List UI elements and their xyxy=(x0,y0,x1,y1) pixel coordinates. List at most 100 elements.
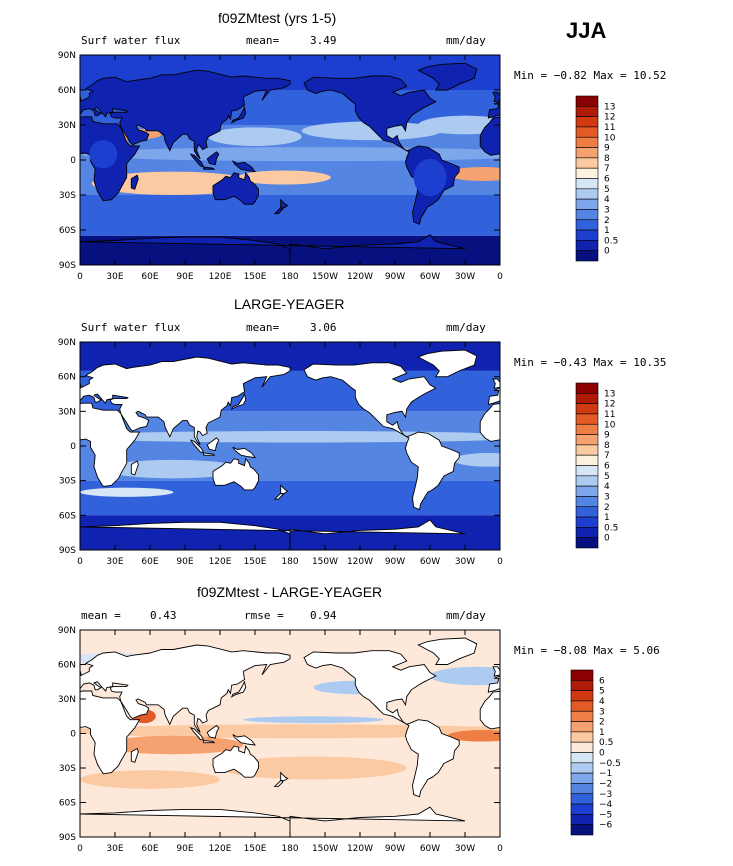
lon-tick-label: 30W xyxy=(455,844,475,854)
lon-tick-label: 150W xyxy=(312,557,338,567)
lat-tick-label: 60N xyxy=(58,86,76,96)
colorbar-swatch xyxy=(576,137,598,147)
colorbar-swatch xyxy=(576,507,598,517)
land-outline xyxy=(488,357,710,445)
colorbar-swatch xyxy=(571,753,593,763)
colorbar-swatch xyxy=(576,486,598,496)
lon-tick-label: 60W xyxy=(420,557,440,567)
lon-tick-label: 0 xyxy=(77,844,83,854)
lon-tick-label: 30E xyxy=(106,844,123,854)
colorbar-label: −2 xyxy=(599,779,612,789)
colorbar-swatch xyxy=(571,814,593,824)
lat-tick-label: 0 xyxy=(70,730,76,740)
colorbar-swatch xyxy=(576,220,598,230)
colorbar-swatch xyxy=(576,230,598,240)
colorbar-label: −5 xyxy=(599,810,612,820)
lat-tick-label: 60S xyxy=(59,226,76,236)
colorbar-swatch xyxy=(571,680,593,690)
lat-tick-label: 90N xyxy=(58,51,76,61)
lon-tick-label: 180 xyxy=(281,557,298,567)
lon-tick-label: 60E xyxy=(141,557,158,567)
colorbar-swatch xyxy=(576,393,598,403)
lon-tick-label: 90E xyxy=(176,272,193,282)
lon-tick-label: 120E xyxy=(209,272,232,282)
colorbar-swatch xyxy=(576,117,598,127)
colorbar-label: −1 xyxy=(599,769,612,779)
colorbar-label: 1 xyxy=(604,513,610,523)
lon-tick-label: 60W xyxy=(420,272,440,282)
colorbar-label: 4 xyxy=(599,697,605,707)
colorbar-label: 6 xyxy=(604,175,610,185)
lon-tick-label: 120W xyxy=(347,557,373,567)
lat-tick-label: 0 xyxy=(70,442,76,452)
colorbar-label: 9 xyxy=(604,144,610,154)
colorbar-label: 0 xyxy=(604,534,610,544)
lon-tick-label: 180 xyxy=(281,272,298,282)
colorbar-swatch xyxy=(576,538,598,548)
lat-tick-label: 60N xyxy=(58,661,76,671)
colorbar-swatch xyxy=(576,199,598,209)
lat-tick-label: 30N xyxy=(58,121,76,131)
map-panel-3 xyxy=(60,630,710,837)
lon-tick-label: 0 xyxy=(497,844,503,854)
colorbar-1: 131211109876543210.50 xyxy=(576,96,618,261)
lat-tick-label: 30S xyxy=(59,764,76,774)
lat-tick-label: 60N xyxy=(58,373,76,383)
lon-tick-label: 0 xyxy=(77,272,83,282)
colorbar-label: 0.5 xyxy=(604,523,618,533)
lon-tick-label: 90E xyxy=(176,557,193,567)
lat-tick-label: 60S xyxy=(59,511,76,521)
lon-tick-label: 150E xyxy=(244,557,267,567)
colorbar-swatch xyxy=(571,711,593,721)
colorbar-label: 2 xyxy=(604,216,610,226)
colorbar-swatch xyxy=(571,794,593,804)
colorbar-swatch xyxy=(576,404,598,414)
lat-tick-label: 90N xyxy=(58,626,76,636)
colorbar-label: 3 xyxy=(604,492,610,502)
lon-tick-label: 150W xyxy=(312,844,338,854)
colorbar-swatch xyxy=(576,424,598,434)
colorbar-label: 9 xyxy=(604,431,610,441)
colorbar-swatch xyxy=(576,127,598,137)
colorbar-label: 13 xyxy=(604,102,615,112)
colorbar-swatch xyxy=(576,445,598,455)
colorbar-label: −6 xyxy=(599,821,613,831)
colorbar-swatch xyxy=(576,179,598,189)
field-patch xyxy=(89,140,117,168)
colorbar-swatch xyxy=(571,763,593,773)
lon-tick-label: 60W xyxy=(420,844,440,854)
lon-tick-label: 0 xyxy=(77,557,83,567)
lon-tick-label: 150E xyxy=(244,844,267,854)
lon-tick-label: 150W xyxy=(312,272,338,282)
colorbar-label: 6 xyxy=(604,462,610,472)
colorbar-label: 7 xyxy=(604,451,610,461)
lon-tick-label: 0 xyxy=(497,272,503,282)
colorbar-label: 1 xyxy=(604,226,610,236)
lon-tick-label: 150E xyxy=(244,272,267,282)
map-panel-2 xyxy=(60,342,710,550)
lon-tick-label: 0 xyxy=(497,557,503,567)
lon-tick-label: 30E xyxy=(106,272,123,282)
colorbar-swatch xyxy=(576,435,598,445)
colorbar-label: 10 xyxy=(604,133,616,143)
colorbar-label: 10 xyxy=(604,420,616,430)
colorbar-swatch xyxy=(571,722,593,732)
colorbar-swatch xyxy=(576,496,598,506)
colorbar-label: −3 xyxy=(599,790,612,800)
colorbar-label: 0 xyxy=(599,749,605,759)
colorbar-swatch xyxy=(576,168,598,178)
lat-tick-label: 90S xyxy=(59,833,76,843)
colorbar-label: 3 xyxy=(604,205,610,215)
lon-tick-label: 60E xyxy=(141,272,158,282)
colorbar-2: 131211109876543210.50 xyxy=(576,383,618,548)
colorbar-label: 4 xyxy=(604,195,610,205)
field-patch xyxy=(430,667,523,685)
colorbar-label: 5 xyxy=(599,687,605,697)
lon-tick-label: 120W xyxy=(347,272,373,282)
lon-tick-label: 120W xyxy=(347,844,373,854)
lat-tick-label: 90S xyxy=(59,546,76,556)
colorbar-swatch xyxy=(576,240,598,250)
colorbar-label: 5 xyxy=(604,185,610,195)
colorbar-label: 0.5 xyxy=(604,236,618,246)
colorbar-swatch xyxy=(576,96,598,106)
